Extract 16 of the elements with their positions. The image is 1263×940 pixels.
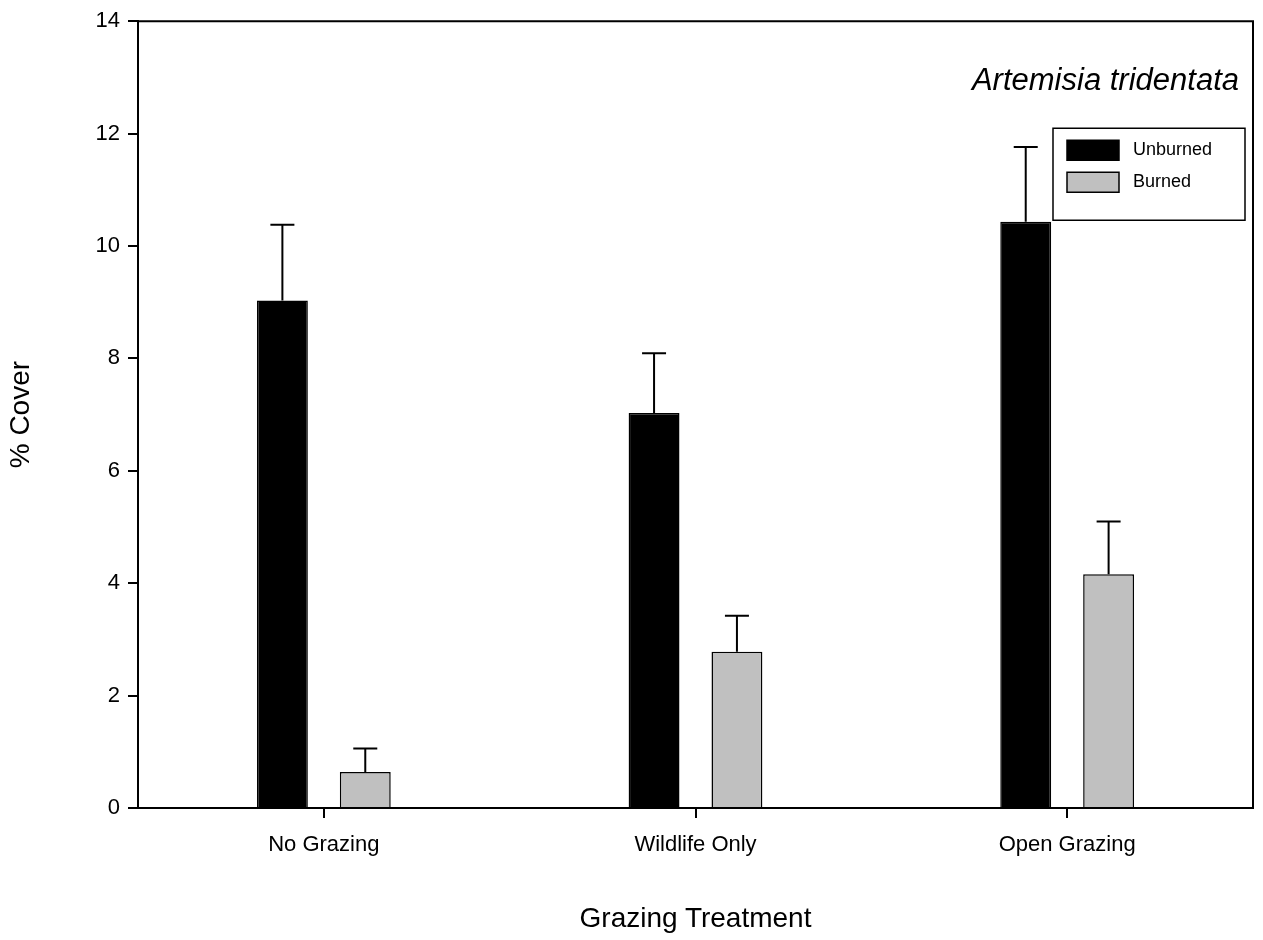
y-tick-label: 2 — [107, 681, 120, 707]
y-tick-label: 0 — [107, 794, 120, 820]
y-tick-label: 4 — [107, 569, 120, 595]
y-axis-title: % Cover — [3, 360, 35, 469]
x-tick-label: Open Grazing — [998, 831, 1136, 857]
legend-label: Burned — [1133, 171, 1192, 192]
x-tick-label: Wildlife Only — [634, 831, 757, 857]
legend-label: Unburned — [1133, 139, 1213, 160]
y-tick-label: 6 — [107, 456, 120, 482]
y-tick-label: 8 — [107, 344, 120, 370]
y-tick-label: 10 — [95, 232, 120, 258]
x-tick-label: No Grazing — [268, 831, 380, 857]
x-axis-title: Grazing Treatment — [579, 901, 812, 933]
y-tick-label: 12 — [95, 119, 120, 145]
text: Artemisia tridentata — [969, 61, 1239, 97]
y-tick-label: 14 — [95, 7, 120, 33]
